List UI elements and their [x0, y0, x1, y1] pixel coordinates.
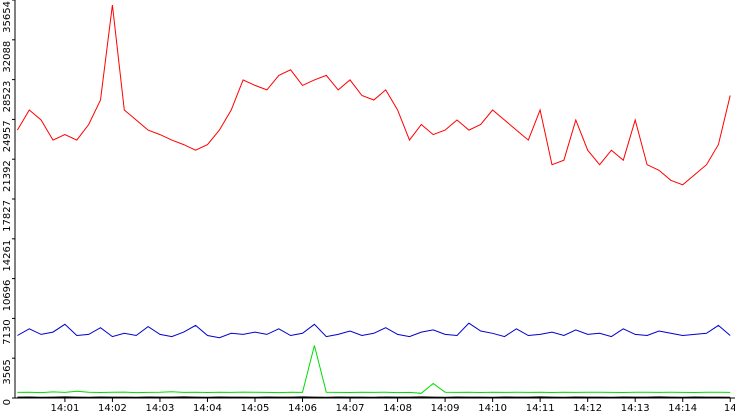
series-line: [17, 345, 731, 394]
x-tick-label: 14:06: [288, 403, 317, 414]
x-tick-label: 14:10: [478, 403, 507, 414]
x-tick-label: 14:14: [668, 403, 697, 414]
y-tick-label: 7130: [2, 319, 13, 344]
y-tick-label: 28523: [2, 81, 13, 113]
y-tick-label: 10696: [2, 280, 13, 312]
y-tick-label: 17827: [2, 200, 13, 232]
x-tick-label: 14:05: [241, 403, 270, 414]
y-tick-label: 3565: [2, 359, 13, 384]
x-tick-label: 14:12: [573, 403, 602, 414]
y-tick-label: 14261: [2, 240, 13, 272]
y-tick-label: 35654: [2, 1, 13, 33]
x-tick-label: 14:13: [621, 403, 650, 414]
y-tick-label: 32088: [2, 41, 13, 73]
x-tick-label: 14:04: [193, 403, 222, 414]
x-tick-label: 14:09: [431, 403, 460, 414]
x-tick-label: 14:11: [526, 403, 555, 414]
x-tick-label: 14:02: [98, 403, 127, 414]
y-tick-label: 24957: [2, 120, 13, 152]
x-tick-label: 14:03: [146, 403, 175, 414]
x-tick-label: 14:08: [383, 403, 412, 414]
x-tick-label: 14:07: [336, 403, 365, 414]
y-tick-label: 21392: [2, 160, 13, 192]
x-tick-label: 14: [724, 403, 735, 414]
series-line: [17, 322, 731, 339]
x-tick-label: 14:01: [50, 403, 79, 414]
series-line: [16, 5, 731, 186]
y-tick-label: 0: [2, 399, 13, 405]
